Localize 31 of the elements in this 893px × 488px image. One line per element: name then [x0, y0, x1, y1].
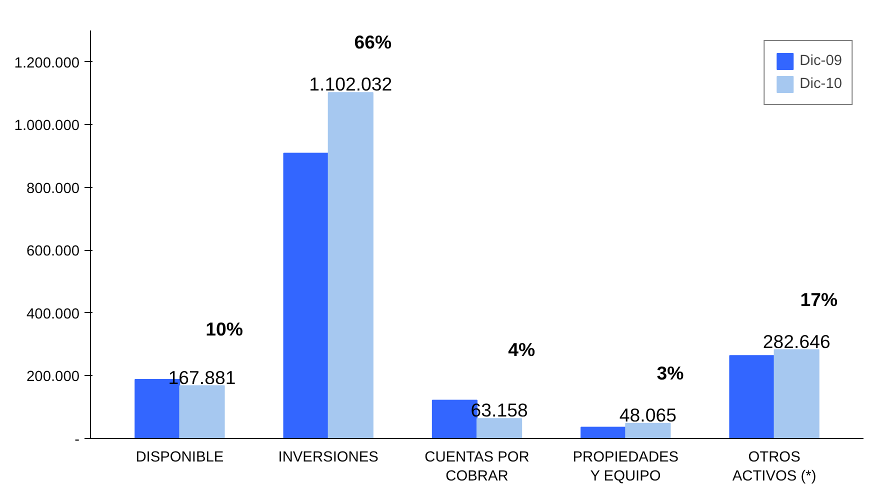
- y-tick-label: 400.000: [26, 306, 80, 322]
- y-tick-label: 800.000: [26, 180, 80, 197]
- data-label: 167.881: [168, 366, 236, 388]
- bar: [328, 92, 374, 438]
- x-tick-label: INVERSIONES: [278, 450, 379, 466]
- y-tick-label: -: [74, 432, 80, 448]
- y-tick-label: 200.000: [26, 369, 80, 386]
- y-tick-label: 1.200.000: [14, 55, 80, 72]
- bar: [729, 355, 775, 438]
- legend-label: Dic-09: [800, 53, 842, 69]
- y-tick-label: 600.000: [26, 244, 80, 260]
- data-label: 282.646: [762, 330, 830, 352]
- x-tick-label: CUENTAS POR COBRAR: [424, 450, 530, 485]
- annotation: 4%: [508, 339, 536, 360]
- bar: [774, 349, 820, 438]
- x-tick-label: DISPONIBLE: [136, 450, 224, 466]
- bar: [476, 418, 522, 438]
- bar: [283, 152, 329, 438]
- data-label: 1.102.032: [309, 74, 392, 95]
- annotation: 3%: [656, 362, 684, 384]
- bar: [580, 426, 626, 438]
- legend-label: Dic-10: [800, 76, 842, 92]
- x-tick-label: OTROS ACTIVOS (*): [732, 450, 816, 485]
- data-label: 48.065: [619, 404, 676, 426]
- x-tick-label: PROPIEDADES Y EQUIPO: [572, 450, 679, 485]
- y-tick-label: 1.000.000: [14, 118, 80, 134]
- annotation: 10%: [206, 318, 244, 340]
- bar: [179, 385, 225, 438]
- bar: [625, 422, 671, 438]
- annotation: 66%: [354, 32, 392, 53]
- annotation: 17%: [800, 288, 838, 310]
